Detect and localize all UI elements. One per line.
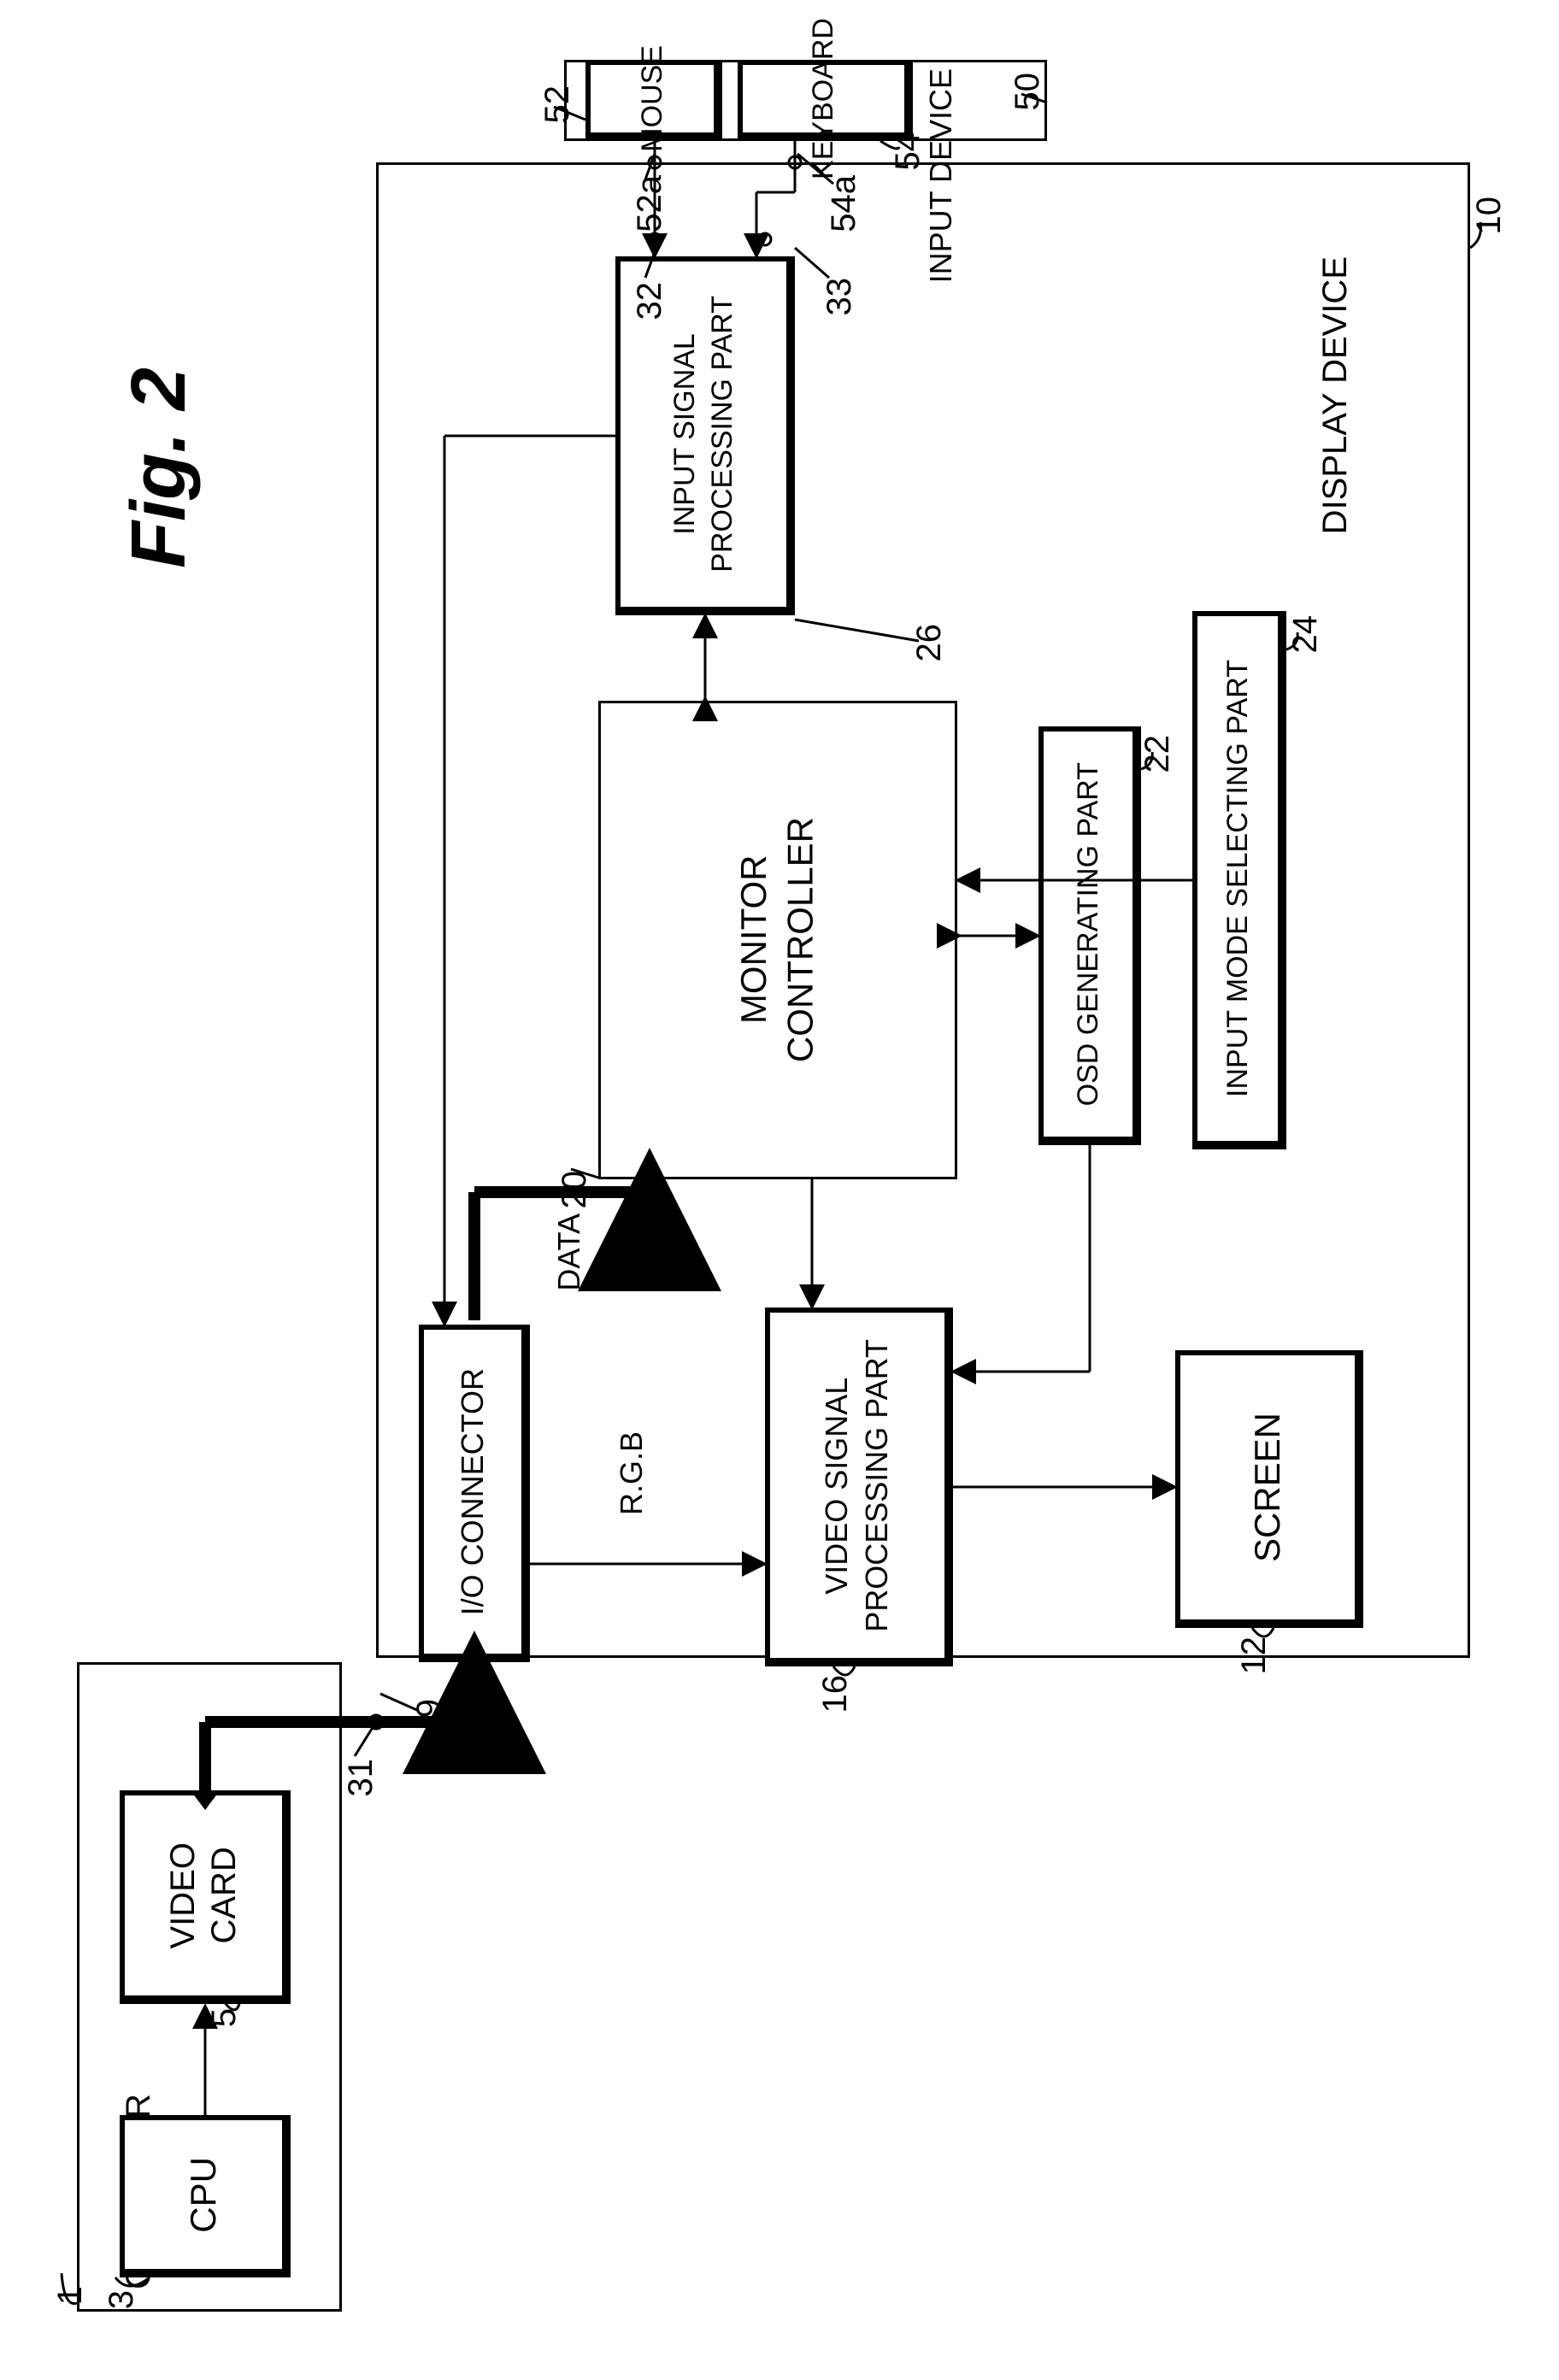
keyboard-block: KEYBOARD — [738, 60, 913, 141]
keyboard-ref: 54 — [889, 132, 927, 171]
monitor-controller-block: MONITORCONTROLLER — [598, 701, 957, 1179]
input-device-label: INPUT DEVICE — [923, 68, 959, 283]
input-mode-ref: 24 — [1286, 615, 1325, 654]
data-label: DATA — [551, 1214, 587, 1291]
input-device-ref: 50 — [1009, 73, 1047, 111]
input-mode-label: INPUT MODE SELECTING PART — [1221, 660, 1255, 1097]
video-card-block: VIDEOCARD — [120, 1790, 291, 2004]
port-32: 32 — [631, 282, 669, 320]
cpu-ref: 3 — [103, 2290, 141, 2309]
osd-label: OSD GENERATING PART — [1072, 762, 1105, 1106]
video-card-ref: 5 — [205, 2008, 244, 2027]
display-device-label: DISPLAY DEVICE — [1316, 256, 1355, 534]
video-signal-ref: 16 — [816, 1675, 855, 1713]
screen-block: SCREEN — [1175, 1350, 1363, 1628]
port-54a: 54a — [825, 175, 863, 232]
port-52a: 52a — [631, 175, 669, 232]
display-device-ref: 10 — [1470, 197, 1509, 235]
keyboard-label: KEYBOARD — [807, 18, 840, 179]
io-connector-ref: 14 — [453, 1675, 491, 1713]
screen-label: SCREEN — [1247, 1413, 1288, 1562]
figure-caption: Fig. 2 — [115, 367, 203, 568]
io-connector-block: I/O CONNECTOR — [419, 1325, 530, 1662]
port-9: 9 — [410, 1699, 449, 1718]
input-mode-block: INPUT MODE SELECTING PART — [1192, 611, 1286, 1149]
osd-block: OSD GENERATING PART — [1038, 726, 1141, 1145]
mouse-block: MOUSE — [585, 60, 722, 141]
io-connector-label: I/O CONNECTOR — [455, 1368, 491, 1615]
video-signal-label: VIDEO SIGNALPROCESSING PART — [817, 1339, 897, 1632]
video-signal-block: VIDEO SIGNALPROCESSING PART — [765, 1308, 953, 1666]
monitor-controller-label: MONITORCONTROLLER — [731, 817, 824, 1062]
screen-ref: 12 — [1235, 1637, 1274, 1675]
input-signal-ref: 26 — [910, 624, 949, 662]
mouse-ref: 52 — [538, 85, 577, 124]
osd-ref: 22 — [1138, 735, 1177, 773]
computer-ref: 1 — [51, 2286, 90, 2305]
rgb-label: R.G.B — [614, 1431, 650, 1515]
mouse-label: MOUSE — [636, 45, 669, 152]
cpu-label: CPU — [183, 2157, 224, 2233]
video-card-label: VIDEOCARD — [162, 1842, 244, 1948]
port-31: 31 — [342, 1759, 380, 1797]
port-33: 33 — [821, 278, 859, 316]
input-signal-label: INPUT SIGNALPROCESSING PART — [666, 296, 741, 573]
cpu-block: CPU — [120, 2115, 291, 2277]
monitor-controller-ref: 20 — [556, 1171, 594, 1209]
